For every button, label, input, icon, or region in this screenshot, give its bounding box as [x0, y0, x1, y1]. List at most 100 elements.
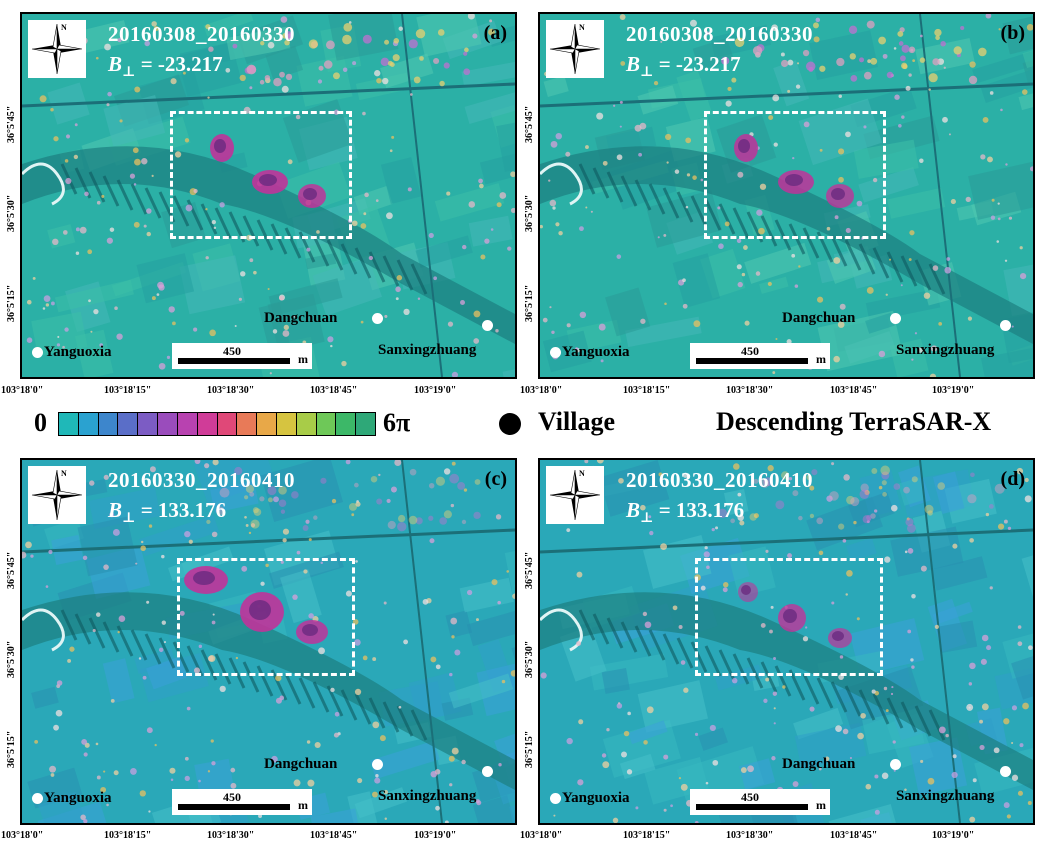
- lat-tick: 36°5'15": [524, 730, 535, 768]
- lon-tick: 103°18'0": [520, 830, 563, 841]
- svg-text:N: N: [579, 469, 585, 478]
- lat-tick: 36°5'45": [524, 551, 535, 589]
- village-name-dangchuan: Dangchuan: [264, 756, 338, 772]
- lon-tick: 103°18'30": [207, 385, 255, 396]
- area-of-interest-box: [704, 111, 886, 239]
- perpendicular-baseline-label: B⊥ = -23.217: [626, 52, 741, 81]
- village-name-dangchuan: Dangchuan: [782, 310, 856, 326]
- north-arrow-icon: N: [28, 466, 86, 524]
- village-name-yanguoxia: Yanguoxia: [44, 790, 112, 806]
- lat-tick: 36°5'15": [6, 284, 17, 322]
- colorbar-segment: [237, 413, 258, 435]
- lat-tick: 36°5'45": [6, 105, 17, 143]
- scale-value: 450: [741, 790, 759, 804]
- scale-value: 450: [741, 344, 759, 358]
- lat-tick: 36°5'30": [524, 194, 535, 232]
- lon-tick: 103°18'30": [726, 385, 774, 396]
- colorbar-segment: [336, 413, 357, 435]
- lon-tick: 103°18'45": [310, 830, 358, 841]
- village-symbol-icon: [499, 413, 521, 435]
- lon-tick: 103°19'0": [932, 830, 975, 841]
- interferogram-image: [22, 14, 515, 377]
- svg-text:N: N: [61, 23, 67, 32]
- interferogram-panel-b: N 20160308_20160330 B⊥ = -23.217 (b) Yanguo…: [538, 12, 1035, 379]
- interferogram-image: [540, 14, 1033, 377]
- panel-label: (d): [1000, 468, 1025, 490]
- lat-tick: 36°5'30": [524, 640, 535, 678]
- lat-tick: 36°5'45": [6, 551, 17, 589]
- sensor-label: Descending TerraSAR-X: [716, 407, 992, 436]
- scale-value: 450: [223, 790, 241, 804]
- lon-tick: 103°18'0": [520, 385, 563, 396]
- svg-text:N: N: [579, 23, 585, 32]
- lat-tick: 36°5'15": [6, 730, 17, 768]
- village-marker-icon: [482, 320, 493, 331]
- interferogram-panel-a: N 20160308_20160330 B⊥ = -23.217 (a) Yanguo…: [20, 12, 517, 379]
- lon-tick: 103°19'0": [414, 830, 457, 841]
- pair-date-label: 20160308_20160330: [108, 22, 295, 46]
- lat-tick: 36°5'30": [6, 640, 17, 678]
- lat-tick: 36°5'30": [6, 194, 17, 232]
- village-marker-icon: [32, 347, 43, 358]
- village-name-dangchuan: Dangchuan: [782, 756, 856, 772]
- area-of-interest-box: [177, 558, 355, 676]
- colorbar-segment: [158, 413, 178, 435]
- scale-value: 450: [223, 344, 241, 358]
- interferogram-panel-c: N 20160330_20160410 B⊥ = 133.176 (c) Yanguo…: [20, 458, 517, 825]
- village-name-sanxingzhuang: Sanxingzhuang: [378, 342, 477, 358]
- lon-tick: 103°18'15": [104, 830, 152, 841]
- interferogram-panel-d: N 20160330_20160410 B⊥ = 133.176 (d) Yanguo…: [538, 458, 1035, 825]
- village-legend-label: Village: [538, 407, 616, 436]
- village-marker-icon: [1000, 320, 1011, 331]
- village-marker-icon: [482, 766, 493, 777]
- panel-label: (c): [484, 468, 507, 490]
- scale-unit: m: [816, 352, 826, 366]
- colorbar-segment: [138, 413, 159, 435]
- village-name-yanguoxia: Yanguoxia: [562, 344, 630, 360]
- svg-text:N: N: [61, 469, 67, 478]
- village-name-sanxingzhuang: Sanxingzhuang: [896, 342, 995, 358]
- colorbar-segment: [118, 413, 139, 435]
- lon-tick: 103°18'45": [310, 385, 358, 396]
- scale-bar: 450 m: [690, 343, 830, 369]
- area-of-interest-box: [170, 111, 352, 239]
- scale-bar: 450 m: [690, 789, 830, 815]
- village-marker-icon: [32, 793, 43, 804]
- interferogram-image: [22, 460, 515, 823]
- north-arrow-icon: N: [546, 466, 604, 524]
- scale-unit: m: [298, 352, 308, 366]
- north-arrow-icon: N: [546, 20, 604, 78]
- pair-date-label: 20160330_20160410: [626, 468, 813, 492]
- panel-label: (a): [483, 22, 507, 44]
- lon-tick: 103°18'15": [104, 385, 152, 396]
- village-name-yanguoxia: Yanguoxia: [562, 790, 630, 806]
- lon-tick: 103°18'15": [623, 830, 671, 841]
- village-marker-icon: [890, 313, 901, 324]
- panel-label: (b): [1000, 22, 1025, 44]
- legend-min-label: 0: [34, 408, 47, 437]
- pair-date-label: 20160330_20160410: [108, 468, 295, 492]
- village-name-yanguoxia: Yanguoxia: [44, 344, 112, 360]
- lon-tick: 103°18'0": [1, 385, 44, 396]
- perpendicular-baseline-label: B⊥ = 133.176: [108, 498, 227, 527]
- colorbar-segment: [296, 413, 317, 435]
- area-of-interest-box: [695, 558, 883, 676]
- scale-unit: m: [816, 798, 826, 812]
- lon-tick: 103°18'45": [830, 830, 878, 841]
- village-marker-icon: [372, 759, 383, 770]
- colorbar-segment: [98, 413, 119, 435]
- colorbar-segment: [217, 413, 238, 435]
- colorbar-segment: [197, 413, 218, 435]
- lon-tick: 103°18'30": [726, 830, 774, 841]
- pair-date-label: 20160308_20160330: [626, 22, 813, 46]
- village-marker-icon: [550, 347, 561, 358]
- colorbar-segment: [316, 413, 337, 435]
- colorbar-segment: [59, 413, 79, 435]
- colorbar-segment: [78, 413, 99, 435]
- colorbar-segment: [356, 413, 375, 435]
- scale-unit: m: [298, 798, 308, 812]
- lon-tick: 103°19'0": [414, 385, 457, 396]
- colorbar-segment: [276, 413, 297, 435]
- north-arrow-icon: N: [28, 20, 86, 78]
- colorbar-segment: [177, 413, 198, 435]
